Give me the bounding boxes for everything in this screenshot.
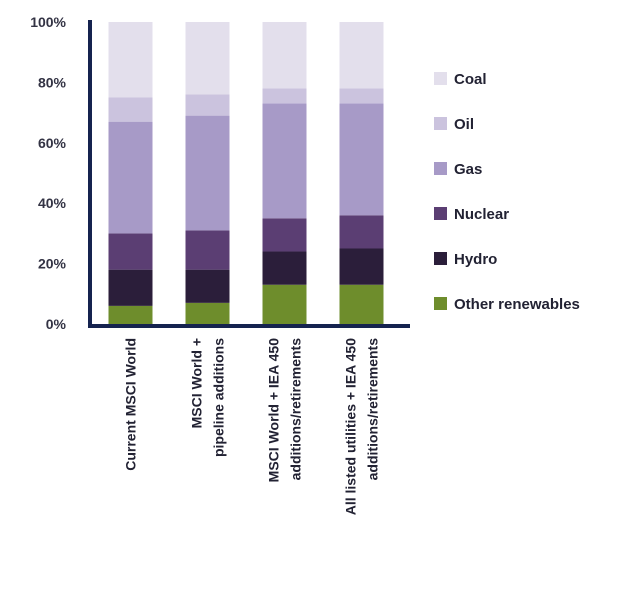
bar-segment [185,302,230,324]
legend: Coal Oil Gas Nuclear Hydro Other renewables [434,71,580,313]
legend-label: Nuclear [454,206,509,223]
x-tick-label: All listed utilities + IEA 450 [343,338,359,515]
bar-segment [262,251,307,285]
x-tick-label: Current MSCI World [123,338,139,471]
bar-segment [262,103,307,219]
legend-label: Coal [454,71,487,88]
legend-item: Oil [434,116,474,133]
bar-segment [185,230,230,270]
x-tick-label: MSCI World + IEA 450 [266,338,282,483]
bar-segment [339,22,384,89]
y-tick-label: 40% [38,195,67,211]
x-tick-label: MSCI World + [189,338,205,428]
y-tick-label: 100% [30,14,66,30]
bar-segment [108,233,153,270]
bar-segment [185,115,230,231]
x-category-label: Current MSCI World [123,338,139,471]
bar-segment [339,215,384,249]
legend-item: Hydro [434,251,497,268]
bar-segment [262,88,307,104]
legend-item: Gas [434,161,482,178]
legend-swatch [434,162,447,175]
bar-segment [185,22,230,95]
y-axis-ticks: 0% 20% 40% 60% 80% 100% [30,14,66,332]
bar-segment [339,103,384,216]
bar-segment [108,22,153,98]
bar-segment [262,218,307,252]
legend-item: Coal [434,71,487,88]
legend-swatch [434,207,447,220]
x-tick-label: additions/retirements [288,338,304,481]
bar-segment [185,269,230,303]
y-tick-label: 20% [38,256,67,272]
legend-swatch [434,72,447,85]
legend-label: Hydro [454,251,497,268]
x-category-label: MSCI World + IEA 450 additions/retirement… [266,338,304,483]
x-tick-label: pipeline additions [211,338,227,457]
legend-swatch [434,252,447,265]
bar-segment [108,269,153,306]
x-tick-label: additions/retirements [365,338,381,481]
y-tick-label: 0% [46,316,67,332]
y-tick-label: 80% [38,74,67,90]
bar-segment [108,121,153,234]
bar-segment [108,97,153,122]
legend-swatch [434,117,447,130]
legend-label: Other renewables [454,296,580,313]
bar-segment [185,94,230,116]
bar-segment [262,284,307,324]
bar-segment [108,305,153,324]
bar-segment [339,284,384,324]
y-tick-label: 60% [38,135,67,151]
x-category-label: MSCI World + pipeline additions [189,338,227,457]
legend-label: Gas [454,161,482,178]
bar-segment [339,88,384,104]
legend-item: Nuclear [434,206,509,223]
legend-swatch [434,297,447,310]
x-axis-labels: Current MSCI World MSCI World + pipeline a… [123,338,381,515]
x-category-label: All listed utilities + IEA 450 additions/… [343,338,381,515]
legend-item: Other renewables [434,296,580,313]
bar-segment [262,22,307,89]
bars [108,22,384,324]
bar-segment [339,248,384,285]
legend-label: Oil [454,116,474,133]
